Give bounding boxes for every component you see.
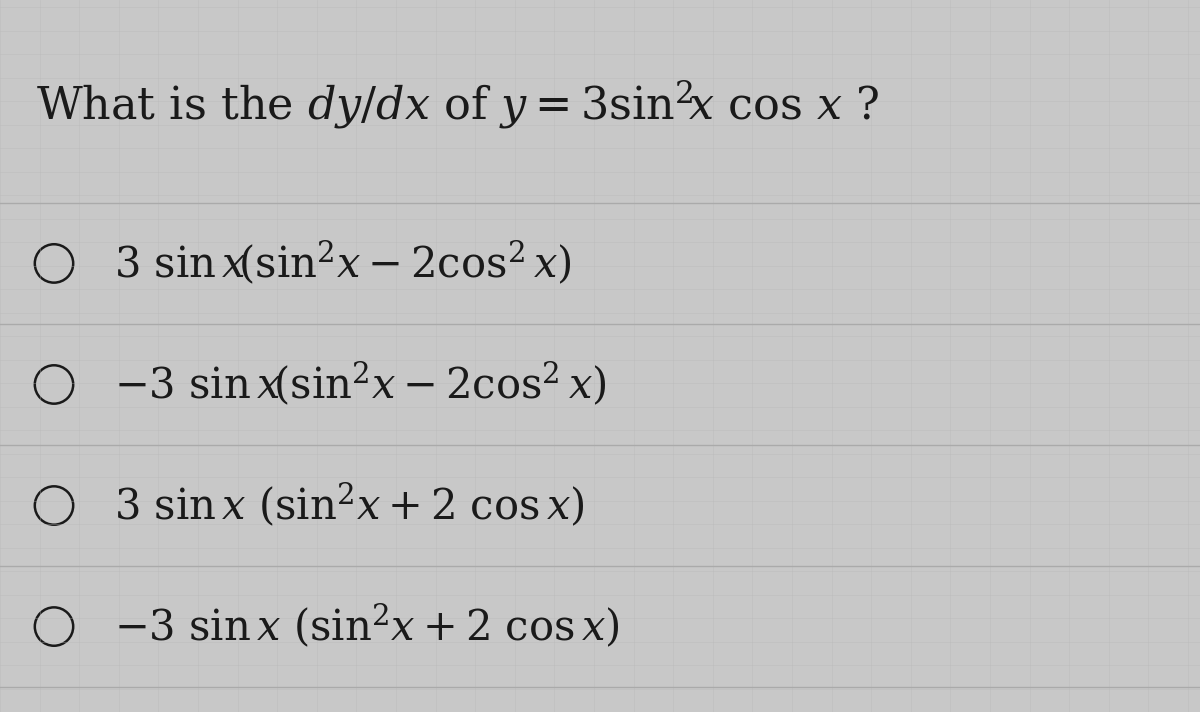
Text: $3\ \sin x\!\left(\sin^2\!x - 2\cos^2 x\right)$: $3\ \sin x\!\left(\sin^2\!x - 2\cos^2 x\… <box>114 239 571 288</box>
Text: $-3\ \sin x\ \left(\sin^2\!x + 2\ \cos x\right)$: $-3\ \sin x\ \left(\sin^2\!x + 2\ \cos x… <box>114 602 619 651</box>
Text: $3\ \sin x\ \left(\sin^2\!x + 2\ \cos x\right)$: $3\ \sin x\ \left(\sin^2\!x + 2\ \cos x\… <box>114 481 584 530</box>
Text: $-3\ \sin x\!\left(\sin^2\!x - 2\cos^2 x\right)$: $-3\ \sin x\!\left(\sin^2\!x - 2\cos^2 x… <box>114 360 607 409</box>
Text: What is the $\mathit{dy/dx}$ of $y = 3\mathrm{sin}^2\!x\ \mathrm{cos}\ x$ ?: What is the $\mathit{dy/dx}$ of $y = 3\m… <box>36 78 880 131</box>
